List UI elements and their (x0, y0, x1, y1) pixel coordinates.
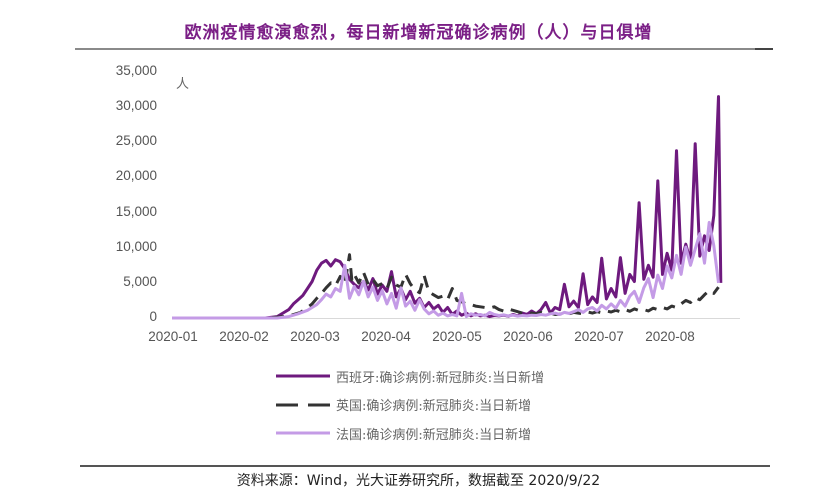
series-line (172, 95, 723, 320)
y-tick-label: 10,000 (115, 238, 157, 254)
legend: 西班牙:确诊病例:新冠肺炎:当日新增 英国:确诊病例:新冠肺炎:当日新增 法国:… (276, 362, 544, 448)
chart-title: 欧洲疫情愈演愈烈，每日新增新冠确诊病例（人）与日俱增 (184, 23, 653, 43)
source-note: 资料来源：Wind，光大证券研究所，数据截至 2020/9/22 (236, 473, 601, 489)
y-axis-unit-label: 人 (176, 77, 190, 92)
legend-item-uk: 英国:确诊病例:新冠肺炎:当日新增 (276, 391, 544, 420)
series-line (172, 220, 720, 320)
x-tick-label: 2020-03 (290, 329, 340, 344)
series-line (172, 253, 720, 320)
x-tick-label: 2020-01 (148, 329, 198, 344)
x-tick-label: 2020-08 (645, 329, 695, 344)
legend-swatch-spain (276, 374, 330, 378)
title-divider-accent (755, 48, 773, 50)
x-tick-label: 2020-04 (361, 329, 411, 344)
y-tick-label: 5,000 (123, 273, 157, 289)
legend-label-uk: 英国:确诊病例:新冠肺炎:当日新增 (336, 399, 532, 415)
y-tick-label: 30,000 (115, 98, 157, 114)
y-tick-label: 15,000 (115, 203, 157, 219)
legend-label-spain: 西班牙:确诊病例:新冠肺炎:当日新增 (336, 370, 545, 386)
legend-item-france: 法国:确诊病例:新冠肺炎:当日新增 (276, 419, 544, 448)
x-tick-label: 2020-05 (432, 329, 482, 344)
x-tick-label: 2020-06 (503, 329, 553, 344)
series-layer (172, 95, 723, 320)
y-tick-label: 0 (149, 309, 157, 324)
legend-label-france: 法国:确诊病例:新冠肺炎:当日新增 (336, 427, 532, 443)
title-divider (75, 48, 770, 50)
y-tick-label: 20,000 (115, 168, 157, 184)
x-tick-label: 2020-02 (219, 329, 269, 344)
footer-divider (80, 465, 770, 467)
y-tick-label: 25,000 (115, 133, 157, 149)
legend-swatch-france (276, 431, 330, 435)
legend-item-spain: 西班牙:确诊病例:新冠肺炎:当日新增 (276, 362, 544, 391)
legend-swatch-uk (276, 403, 330, 407)
x-tick-label: 2020-07 (574, 329, 624, 344)
y-tick-label: 35,000 (115, 63, 157, 78)
